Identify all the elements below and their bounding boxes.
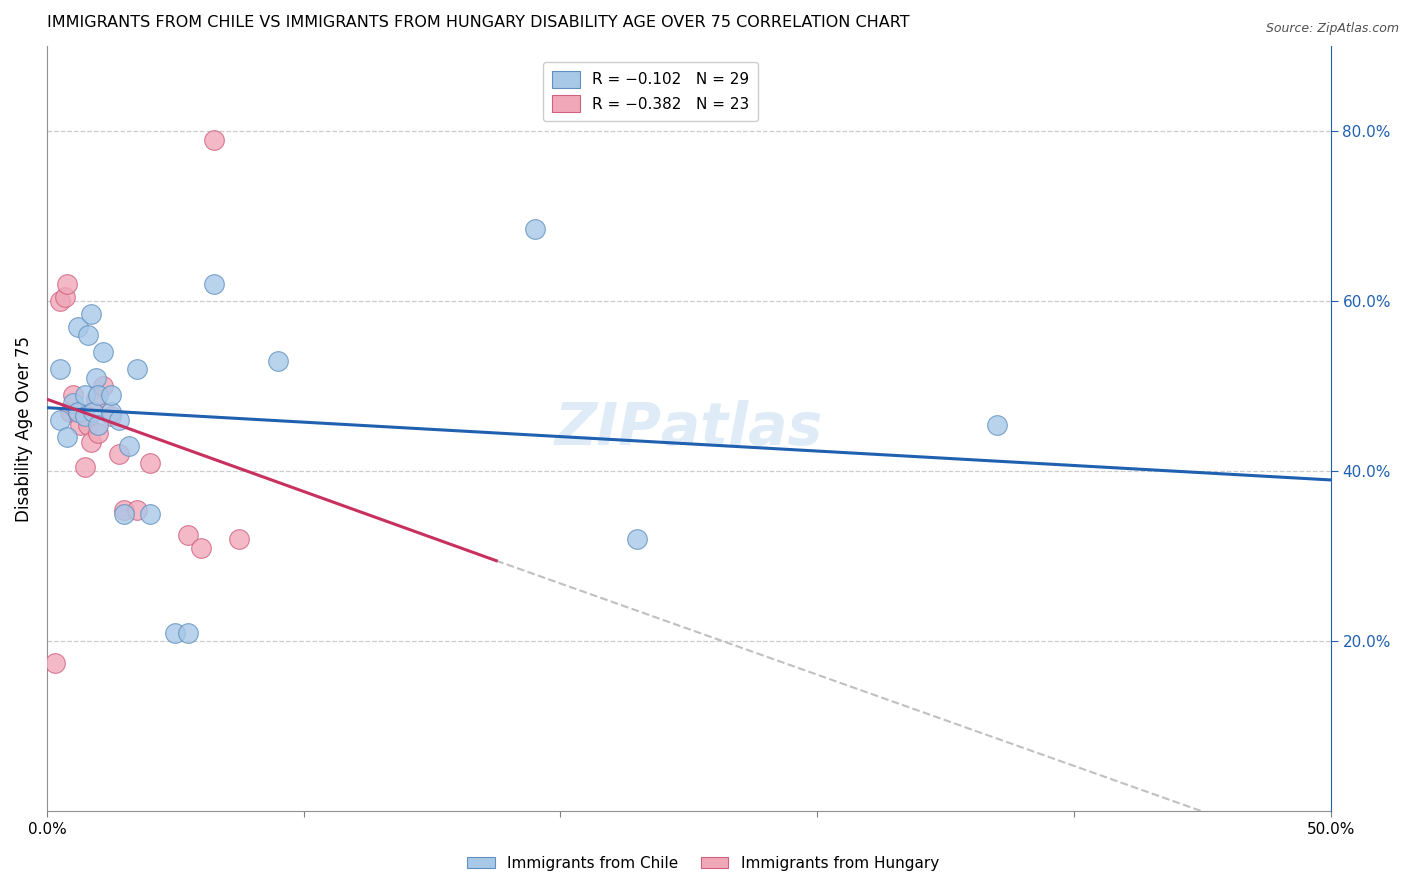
Point	[82, 405, 104, 419]
Point	[53, 290, 76, 304]
Point	[62, 396, 84, 410]
Text: Source: ZipAtlas.com: Source: ZipAtlas.com	[1265, 22, 1399, 36]
Point	[66, 405, 89, 419]
Point	[112, 507, 135, 521]
Point	[62, 388, 84, 402]
Text: ZIP​atlas: ZIP​atlas	[554, 401, 823, 458]
Point	[100, 388, 122, 402]
Y-axis label: Disability Age Over 75: Disability Age Over 75	[15, 336, 32, 522]
Point	[69, 417, 91, 432]
Point	[75, 388, 97, 402]
Legend: R = −0.102   N = 29, R = −0.382   N = 23: R = −0.102 N = 29, R = −0.382 N = 23	[543, 62, 758, 121]
Legend: Immigrants from Chile, Immigrants from Hungary: Immigrants from Chile, Immigrants from H…	[461, 850, 945, 877]
Point	[177, 626, 200, 640]
Point	[523, 222, 546, 236]
Text: IMMIGRANTS FROM CHILE VS IMMIGRANTS FROM HUNGARY DISABILITY AGE OVER 75 CORRELAT: IMMIGRANTS FROM CHILE VS IMMIGRANTS FROM…	[46, 15, 910, 30]
Point	[177, 528, 200, 542]
Point	[202, 277, 225, 292]
Point	[66, 405, 89, 419]
Point	[56, 277, 79, 292]
Point	[79, 307, 101, 321]
Point	[48, 294, 70, 309]
Point	[48, 413, 70, 427]
Point	[44, 656, 66, 670]
Point	[228, 533, 250, 547]
Point	[93, 345, 115, 359]
Point	[84, 392, 107, 407]
Point	[56, 430, 79, 444]
Point	[84, 371, 107, 385]
Point	[112, 502, 135, 516]
Point	[138, 507, 160, 521]
Point	[66, 320, 89, 334]
Point	[107, 447, 129, 461]
Point	[165, 626, 187, 640]
Point	[626, 533, 648, 547]
Point	[87, 388, 110, 402]
Point	[100, 405, 122, 419]
Point	[75, 460, 97, 475]
Point	[125, 362, 148, 376]
Point	[75, 409, 97, 424]
Point	[986, 417, 1008, 432]
Point	[87, 426, 110, 441]
Point	[77, 417, 100, 432]
Point	[267, 354, 290, 368]
Point	[107, 413, 129, 427]
Point	[202, 133, 225, 147]
Point	[100, 409, 122, 424]
Point	[59, 405, 82, 419]
Point	[190, 541, 212, 555]
Point	[118, 439, 141, 453]
Point	[87, 417, 110, 432]
Point	[48, 362, 70, 376]
Point	[138, 456, 160, 470]
Point	[93, 379, 115, 393]
Point	[125, 502, 148, 516]
Point	[77, 328, 100, 343]
Point	[79, 434, 101, 449]
